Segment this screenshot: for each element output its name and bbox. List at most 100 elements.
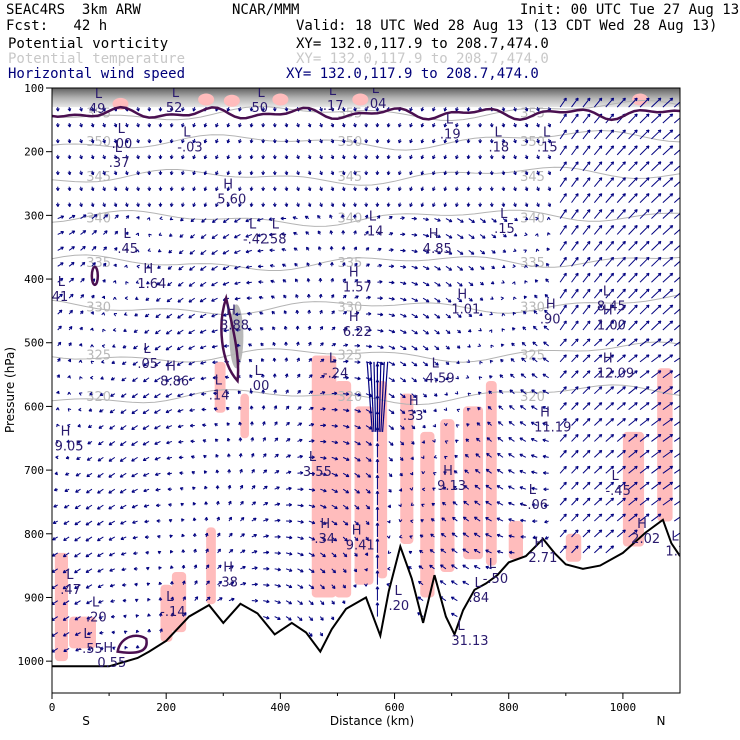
wind-vector (238, 170, 242, 176)
wind-vector (319, 309, 323, 315)
wind-vector (272, 186, 277, 191)
wind-vector (467, 328, 472, 333)
wind-vector (535, 216, 539, 221)
wind-vector (296, 170, 300, 176)
wind-vector (432, 186, 436, 192)
pv-contour-tropopause (52, 105, 680, 122)
wind-vector (204, 501, 208, 506)
wind-vector (559, 433, 567, 442)
wind-vector (662, 449, 674, 458)
wind-vector (119, 456, 127, 462)
wind-vector (320, 504, 327, 509)
wind-vector (479, 297, 484, 301)
wind-vector (211, 265, 218, 271)
wind-vector (559, 497, 567, 506)
wind-vector (101, 312, 106, 316)
wind-vector (57, 341, 62, 347)
wind-vector (223, 328, 230, 333)
wind-vector (79, 202, 83, 207)
wind-vector (532, 519, 538, 524)
wind-vector (341, 154, 346, 160)
wind-vector (146, 280, 150, 285)
wind-vector (91, 229, 97, 235)
theta-label-335-2: 335 (520, 256, 545, 271)
wind-vector (616, 320, 626, 331)
wind-vector (176, 361, 184, 366)
wind-vector (434, 249, 441, 255)
wind-vector (78, 359, 83, 364)
wind-vector (466, 107, 471, 112)
wind-vector (354, 504, 360, 510)
wind-vector (616, 354, 626, 363)
wind-vector (502, 249, 507, 253)
wind-vector (249, 138, 254, 144)
wind-vector (306, 293, 311, 299)
extremum-type-52: L (671, 530, 679, 545)
extremum-value-12: -.42 (243, 233, 268, 248)
wind-vector (55, 107, 60, 112)
wind-vector (489, 311, 493, 316)
wind-vector (467, 344, 471, 348)
wind-vector (154, 440, 161, 445)
wind-vector (478, 123, 483, 128)
wind-vector (433, 408, 437, 413)
wind-vector (434, 345, 440, 351)
wind-vector (519, 405, 527, 411)
wind-vector (628, 161, 638, 172)
wind-vector (54, 471, 58, 476)
wind-vector (57, 325, 62, 331)
wind-vector (261, 138, 266, 144)
wind-vector (55, 154, 60, 160)
wind-vector (256, 218, 264, 222)
wind-vector (297, 584, 304, 589)
wind-vector (485, 549, 492, 554)
wind-vector (486, 452, 492, 458)
wind-vector (55, 440, 60, 444)
wind-vector (473, 565, 481, 570)
wind-vector (455, 202, 459, 207)
wind-vector (215, 154, 219, 160)
wind-vector (411, 345, 418, 351)
wind-vector (80, 261, 86, 267)
field-wind-xy: XY= 132.0,117.9 to 208.7,474.0 (286, 66, 539, 82)
wind-vector (444, 440, 449, 444)
wind-vector (513, 248, 517, 252)
wind-vector (468, 234, 475, 239)
extremum-type-8: L (446, 113, 454, 128)
wind-vector (167, 471, 172, 476)
wind-vector (341, 170, 346, 176)
wind-vector (90, 106, 95, 112)
wind-vector (512, 264, 516, 268)
wind-vector (639, 129, 650, 140)
wind-vector (605, 386, 615, 395)
wind-vector (319, 600, 325, 606)
wind-vector (651, 129, 662, 140)
extremum-type-12: L (249, 218, 257, 233)
wind-vector (662, 418, 674, 426)
wind-vector (342, 520, 349, 526)
theta-label-325-2: 325 (520, 348, 545, 363)
wind-vector (179, 487, 184, 491)
extremum-type-22: L (603, 285, 611, 300)
wind-vector (113, 202, 118, 208)
wind-vector (365, 295, 371, 300)
wind-vector (386, 138, 391, 144)
wind-vector (143, 345, 150, 350)
wind-vector (169, 122, 174, 128)
wind-vector (68, 277, 75, 283)
wind-vector (238, 406, 242, 410)
wind-vector (308, 600, 314, 606)
wind-vector (571, 354, 579, 363)
wind-vector (190, 455, 195, 459)
wind-speed-shade-3 (171, 572, 187, 633)
wind-vector (559, 449, 567, 458)
wind-vector (297, 487, 304, 492)
extremum-value-10: .15 (537, 140, 558, 155)
wind-vector (228, 516, 233, 522)
wind-vector (559, 545, 567, 554)
wind-vector (662, 288, 674, 299)
wind-vector (375, 538, 380, 553)
wind-vector (501, 186, 506, 192)
wind-vector (475, 453, 481, 458)
wind-vector (79, 138, 83, 144)
